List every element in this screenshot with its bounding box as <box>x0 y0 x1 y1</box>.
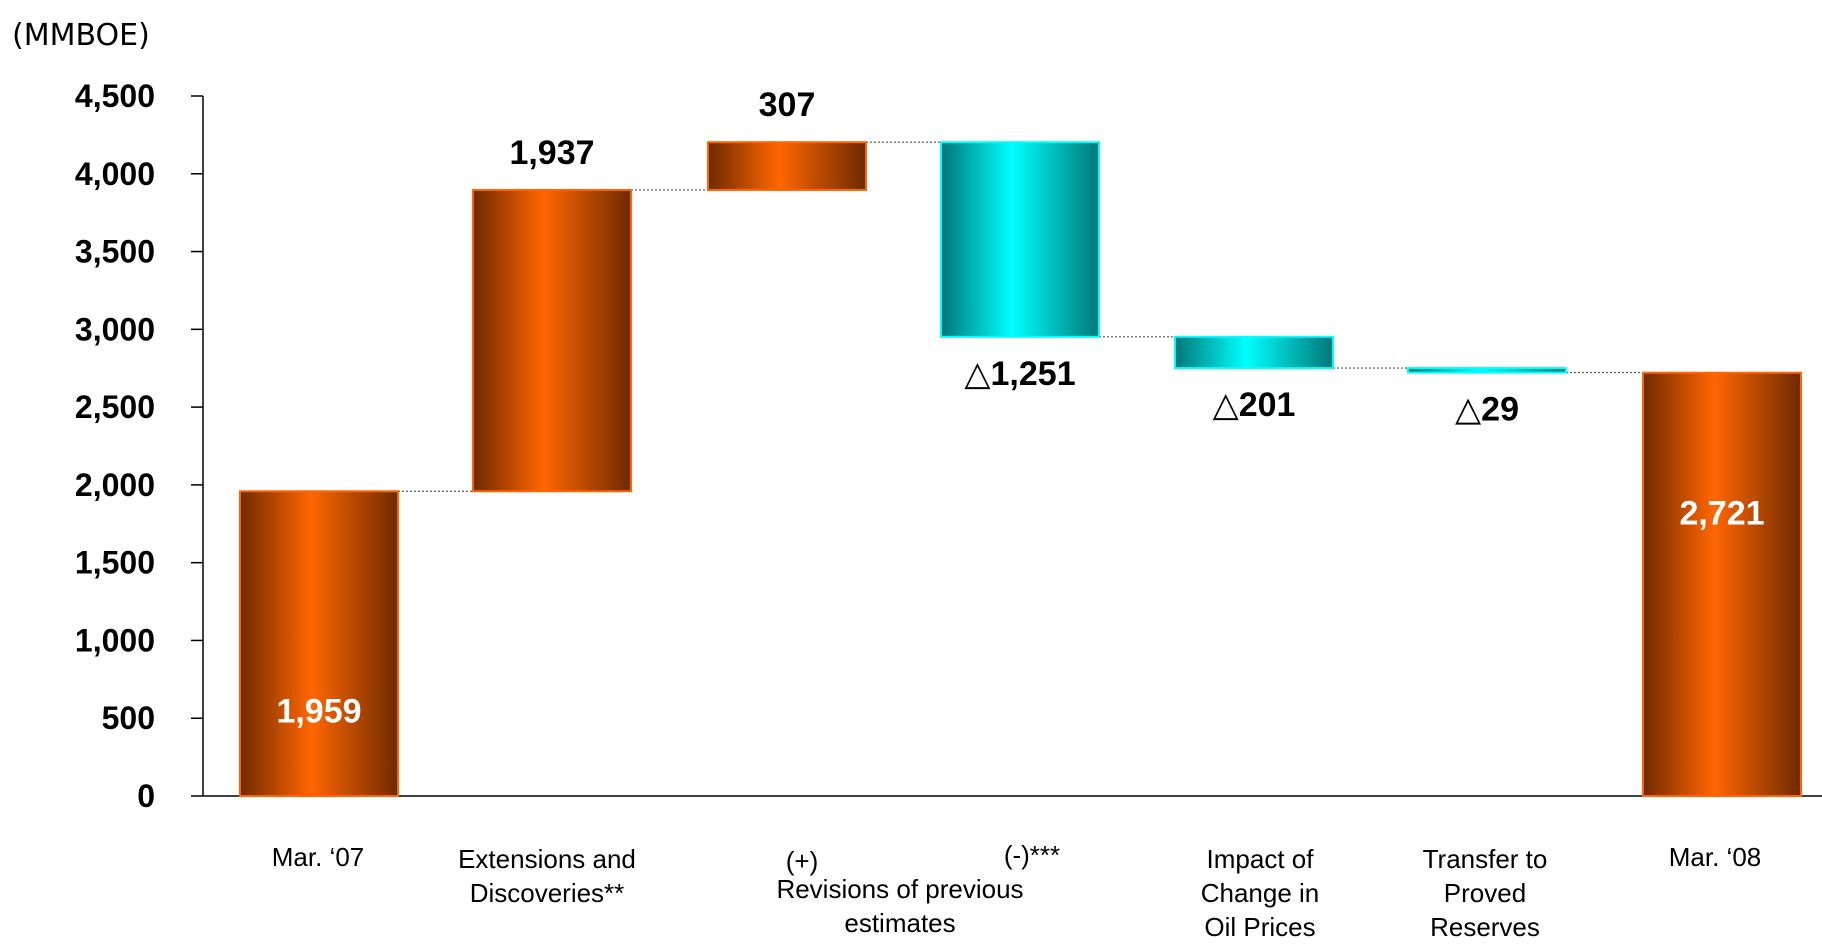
y-tick-label: 1,500 <box>75 545 155 581</box>
bar-5 <box>1407 367 1567 374</box>
data-label-1: 1,937 <box>509 134 594 172</box>
connector-lines <box>398 141 1643 492</box>
y-tick-label: 4,500 <box>75 78 155 114</box>
data-label-3: △1,251 <box>964 355 1075 393</box>
category-label-mar-07: Mar. ‘07 <box>271 842 365 872</box>
category-label-revisions-group: Revisions of previous estimates <box>776 874 1024 938</box>
category-label-extensions: Extensions and Discoveries** <box>458 844 636 908</box>
y-tick-label: 500 <box>102 700 155 736</box>
bar-3 <box>940 141 1100 338</box>
y-tick-label: 2,500 <box>75 389 155 425</box>
data-label-0: 1,959 <box>276 693 361 731</box>
category-label-revisions-minus: (-)*** <box>1003 840 1061 870</box>
y-tick-label: 0 <box>137 778 155 814</box>
category-label-oil-prices: Impact of Change in Oil Prices <box>1200 844 1320 942</box>
category-label-mar-08: Mar. ‘08 <box>1668 842 1762 872</box>
y-axis: 0 500 1,000 1,500 2,000 2,500 3,000 3,500 4,000 4… <box>75 78 1822 814</box>
bar-1 <box>472 188 632 493</box>
y-tick-label: 4,000 <box>75 156 155 192</box>
bar-6 <box>1642 371 1802 797</box>
y-tick-label: 3,500 <box>75 234 155 270</box>
category-label-transfer: Transfer to Proved Reserves <box>1422 844 1548 942</box>
data-label-4: △201 <box>1213 386 1296 424</box>
bars <box>239 141 1802 797</box>
data-label-2: 307 <box>759 86 816 124</box>
unit-label: (MMBOE) <box>12 18 150 53</box>
bar-2 <box>707 141 867 191</box>
y-tick-label: 3,000 <box>75 311 155 347</box>
bar-4 <box>1174 335 1334 370</box>
y-tick-label: 2,000 <box>75 467 155 503</box>
data-labels: 1,959 1,937 307 △1,251 △201 △29 2,721 <box>276 86 1764 730</box>
y-tick-label: 1,000 <box>75 622 155 658</box>
category-label-revisions-plus: (+) <box>785 846 819 876</box>
data-label-5: △29 <box>1455 391 1519 429</box>
data-label-6: 2,721 <box>1679 494 1764 532</box>
bar-0 <box>239 490 399 797</box>
